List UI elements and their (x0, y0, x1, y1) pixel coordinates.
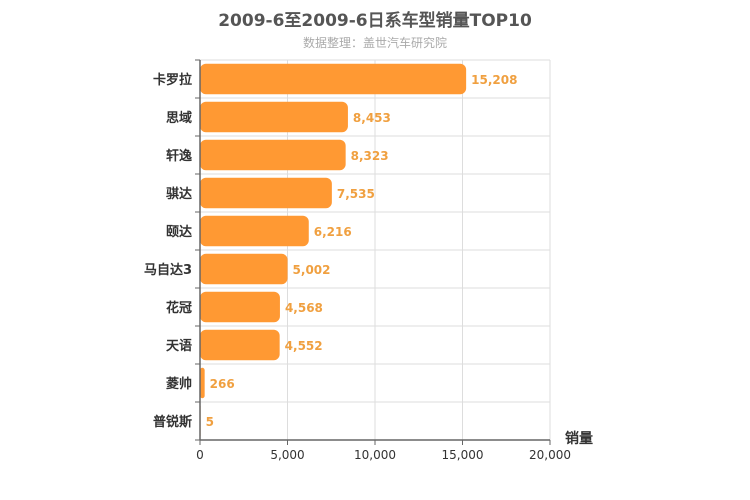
value-label: 15,208 (471, 73, 517, 87)
category-label: 马自达3 (144, 262, 192, 278)
category-label: 思域 (166, 110, 192, 126)
category-label: 花冠 (166, 300, 192, 316)
category-label: 菱帅 (166, 376, 192, 392)
value-label: 4,568 (285, 301, 323, 315)
x-tick-label: 20,000 (529, 448, 571, 462)
category-label: 轩逸 (166, 148, 192, 164)
x-tick-label: 15,000 (442, 448, 484, 462)
category-label: 卡罗拉 (153, 72, 192, 88)
category-label: 普锐斯 (153, 414, 192, 430)
bar[interactable] (200, 139, 346, 171)
bar[interactable] (200, 215, 309, 247)
bar[interactable] (200, 101, 348, 133)
value-label: 4,552 (285, 339, 323, 353)
bar[interactable] (200, 63, 467, 95)
x-tick-label: 5,000 (270, 448, 304, 462)
x-axis-title: 销量 (565, 430, 593, 447)
category-label: 骐达 (166, 186, 192, 202)
value-label: 8,453 (353, 111, 391, 125)
bar[interactable] (200, 329, 280, 361)
value-label: 266 (210, 377, 235, 391)
bar[interactable] (200, 177, 332, 209)
value-label: 5 (206, 415, 214, 429)
bar[interactable] (200, 253, 288, 285)
x-tick-label: 0 (196, 448, 204, 462)
value-label: 8,323 (351, 149, 389, 163)
bar[interactable] (200, 291, 280, 323)
value-label: 7,535 (337, 187, 375, 201)
category-label: 颐达 (166, 224, 192, 240)
chart-subtitle: 数据整理：盖世汽车研究院 (302, 36, 447, 50)
value-label: 5,002 (293, 263, 331, 277)
category-label: 天语 (166, 339, 192, 354)
value-label: 6,216 (314, 225, 352, 239)
chart-title: 2009-6至2009-6日系车型销量TOP10 (218, 11, 532, 31)
x-tick-label: 10,000 (354, 448, 396, 462)
bar[interactable] (200, 367, 205, 399)
